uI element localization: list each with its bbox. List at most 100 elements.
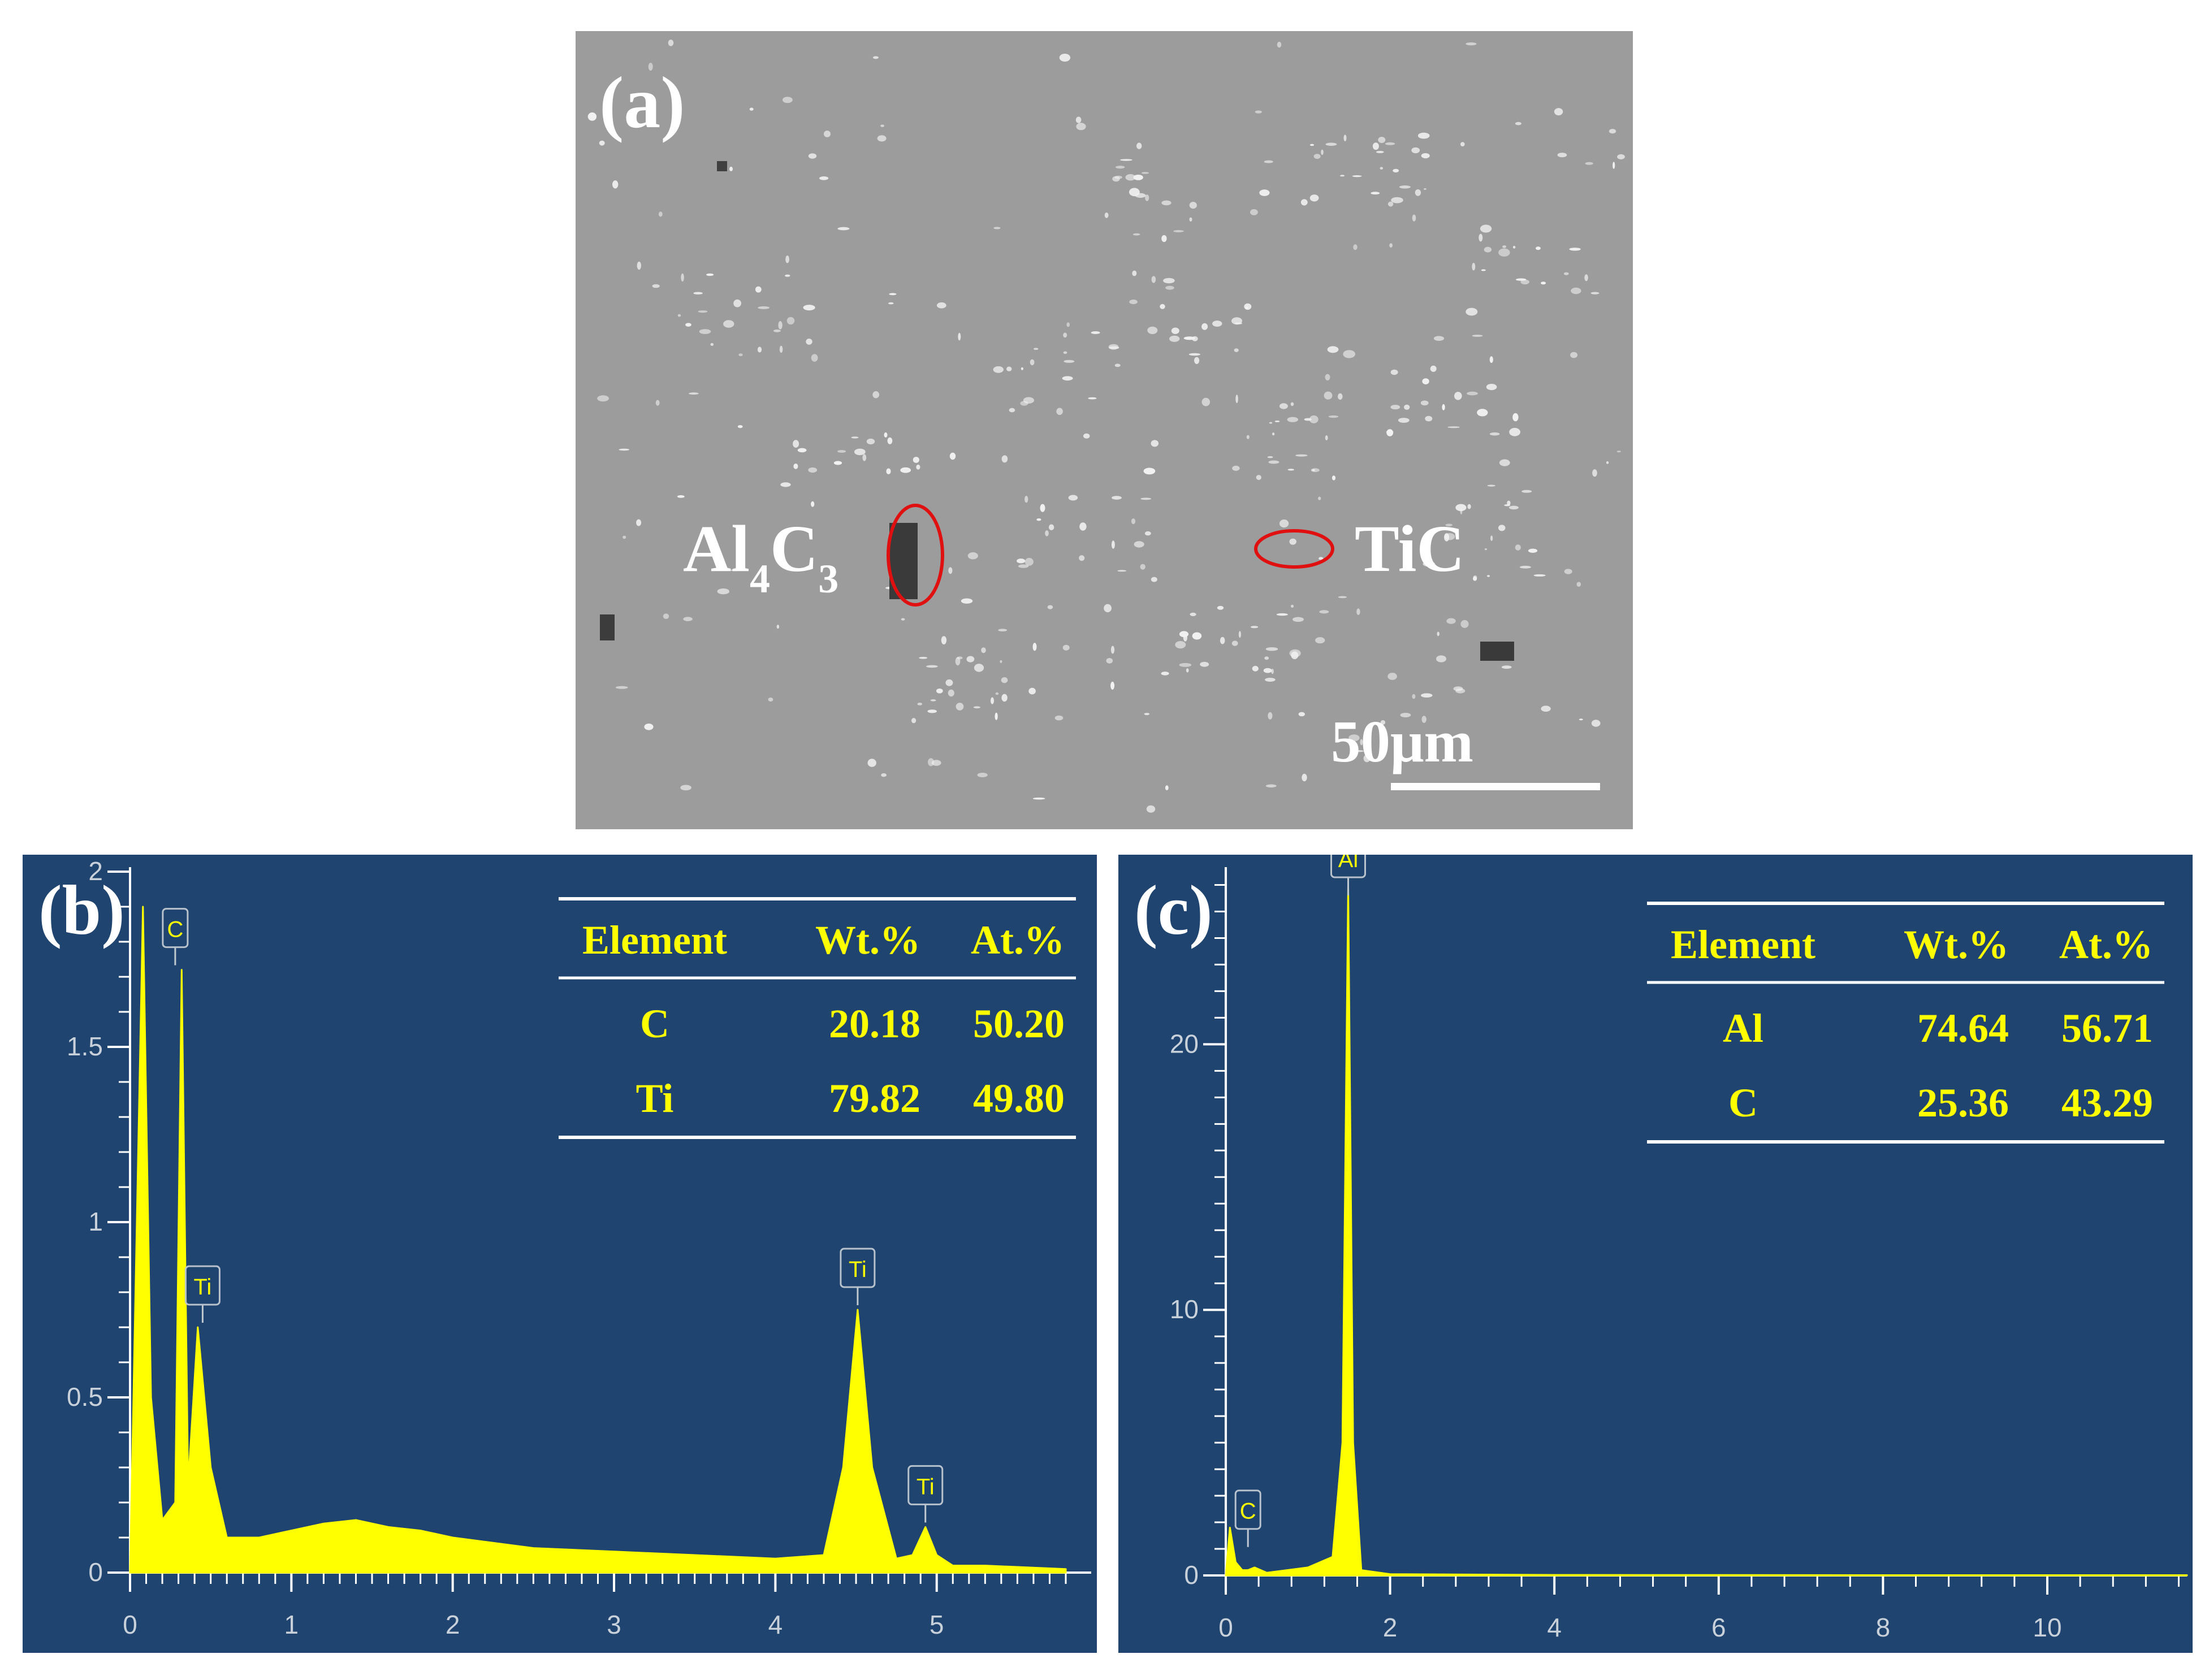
bright-particle bbox=[717, 588, 729, 595]
bright-particle bbox=[1030, 359, 1035, 366]
bright-particle bbox=[1279, 519, 1289, 528]
bright-particle bbox=[685, 323, 691, 327]
bright-particle bbox=[913, 457, 919, 463]
bright-particle bbox=[811, 501, 815, 507]
table-cell: C bbox=[640, 1001, 669, 1046]
x-tick-label: 6 bbox=[1711, 1613, 1726, 1642]
bright-particle bbox=[1116, 166, 1125, 169]
bright-particle bbox=[1433, 336, 1445, 341]
bright-particle bbox=[723, 320, 734, 328]
bright-particle bbox=[663, 613, 669, 619]
bright-particle bbox=[1141, 172, 1149, 174]
bright-particle bbox=[1481, 269, 1486, 271]
bright-particle bbox=[1056, 408, 1063, 415]
bright-particle bbox=[1554, 108, 1563, 116]
panel-label-a: (a) bbox=[599, 62, 685, 144]
bright-particle bbox=[1263, 668, 1272, 673]
x-tick-label: 0 bbox=[1218, 1613, 1233, 1642]
scale-bar bbox=[1391, 783, 1600, 790]
bright-particle bbox=[927, 709, 937, 713]
bright-particle bbox=[1238, 631, 1241, 638]
bright-particle bbox=[1371, 192, 1380, 195]
bright-particle bbox=[1486, 384, 1497, 391]
y-tick-label: 1.5 bbox=[67, 1032, 103, 1061]
bright-particle bbox=[1244, 303, 1252, 310]
bright-particle bbox=[1256, 475, 1261, 480]
bright-particle bbox=[1591, 720, 1601, 727]
bright-particle bbox=[1110, 646, 1115, 654]
bright-particle bbox=[773, 329, 781, 332]
bright-particle bbox=[1146, 805, 1156, 813]
bright-particle bbox=[1220, 637, 1225, 644]
bright-particle bbox=[693, 292, 703, 295]
bright-particle bbox=[1068, 495, 1078, 501]
table-cell: 50.20 bbox=[973, 1001, 1065, 1046]
table-header-cell: Wt.% bbox=[815, 917, 920, 963]
dark-inclusion bbox=[1480, 642, 1514, 661]
bright-particle bbox=[993, 366, 1004, 373]
bright-particle bbox=[757, 347, 762, 353]
bright-particle bbox=[930, 699, 936, 702]
bright-particle bbox=[1570, 352, 1578, 358]
bright-particle bbox=[1024, 557, 1034, 566]
bright-particle bbox=[793, 464, 798, 469]
bright-particle bbox=[1271, 669, 1274, 674]
x-tick-label: 4 bbox=[1547, 1613, 1562, 1642]
y-tick-label: 0 bbox=[1184, 1560, 1199, 1590]
bright-particle bbox=[1512, 245, 1516, 249]
bright-particle bbox=[1001, 455, 1008, 463]
bright-particle bbox=[1169, 335, 1180, 342]
bright-particle bbox=[936, 689, 943, 694]
bright-particle bbox=[1313, 154, 1321, 159]
bright-particle bbox=[1563, 272, 1569, 275]
bright-particle bbox=[1217, 605, 1224, 610]
bright-particle bbox=[1045, 530, 1049, 536]
bright-particle bbox=[737, 425, 743, 428]
bright-particle bbox=[1304, 418, 1312, 421]
bright-particle bbox=[1165, 285, 1174, 290]
bright-particle bbox=[1412, 214, 1416, 222]
peak-label-box bbox=[1234, 1490, 1261, 1530]
bright-particle bbox=[811, 354, 818, 362]
bright-particle bbox=[991, 697, 994, 704]
bright-particle bbox=[1391, 197, 1403, 203]
bright-particle bbox=[1291, 604, 1294, 608]
bright-particle bbox=[1136, 142, 1142, 149]
bright-particle bbox=[1272, 432, 1275, 436]
y-tick-label: 10 bbox=[1170, 1294, 1199, 1324]
bright-particle bbox=[1356, 608, 1360, 615]
bright-particle bbox=[637, 261, 641, 270]
bright-particle bbox=[1300, 199, 1308, 206]
bright-particle bbox=[880, 124, 884, 127]
bright-particle bbox=[1512, 413, 1519, 422]
bright-particle bbox=[1171, 327, 1179, 334]
bright-particle bbox=[1386, 429, 1394, 436]
table-header-cell: At.% bbox=[2059, 922, 2153, 967]
bright-particle bbox=[981, 647, 986, 653]
bright-particle bbox=[1001, 694, 1008, 702]
bright-particle bbox=[780, 482, 791, 487]
bright-particle bbox=[974, 664, 984, 672]
bright-particle bbox=[783, 97, 793, 103]
peak-label: Ti bbox=[193, 1275, 211, 1300]
bright-particle bbox=[1298, 712, 1305, 717]
bright-particle bbox=[683, 617, 693, 621]
bright-particle bbox=[1422, 378, 1429, 384]
bright-particle bbox=[1571, 287, 1581, 295]
bright-particle bbox=[1385, 142, 1395, 145]
bright-particle bbox=[1144, 531, 1151, 536]
bright-particle bbox=[1110, 681, 1115, 690]
y-tick-label: 0.5 bbox=[67, 1382, 103, 1411]
bright-particle bbox=[1189, 202, 1197, 209]
bright-particle bbox=[1143, 467, 1156, 475]
bright-particle bbox=[1389, 243, 1393, 248]
bright-particle bbox=[1062, 644, 1070, 651]
bright-particle bbox=[599, 140, 605, 146]
bright-particle bbox=[1276, 613, 1288, 616]
bright-particle bbox=[1455, 688, 1466, 694]
bright-particle bbox=[698, 310, 708, 313]
x-tick-label: 4 bbox=[768, 1610, 783, 1639]
bright-particle bbox=[887, 437, 893, 444]
x-tick-label: 1 bbox=[284, 1610, 299, 1639]
bright-particle bbox=[926, 665, 938, 668]
